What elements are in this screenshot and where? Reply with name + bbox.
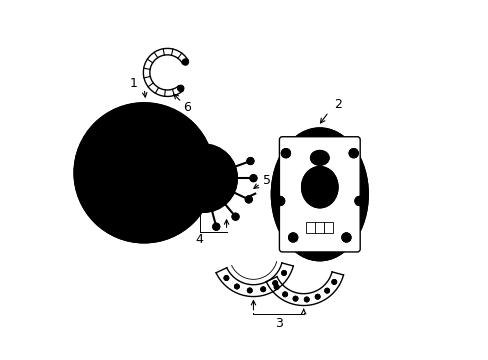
- Text: 5: 5: [263, 174, 270, 186]
- Circle shape: [234, 284, 239, 289]
- Text: 1: 1: [129, 77, 137, 90]
- Circle shape: [314, 294, 320, 299]
- Circle shape: [341, 233, 350, 242]
- Circle shape: [282, 292, 287, 297]
- Ellipse shape: [122, 145, 165, 201]
- Circle shape: [275, 196, 284, 206]
- Text: 3: 3: [274, 317, 282, 330]
- Circle shape: [113, 142, 174, 203]
- FancyBboxPatch shape: [314, 222, 324, 233]
- Circle shape: [249, 175, 257, 182]
- Circle shape: [244, 196, 252, 203]
- Circle shape: [246, 157, 253, 165]
- Circle shape: [169, 144, 237, 212]
- Text: 2: 2: [333, 98, 341, 111]
- Circle shape: [74, 103, 214, 243]
- Circle shape: [354, 196, 364, 206]
- Ellipse shape: [271, 128, 367, 261]
- Circle shape: [292, 296, 297, 301]
- Circle shape: [260, 287, 265, 292]
- Circle shape: [224, 275, 228, 280]
- Circle shape: [210, 196, 218, 204]
- FancyBboxPatch shape: [324, 222, 333, 233]
- Circle shape: [182, 59, 188, 65]
- Text: 6: 6: [183, 101, 191, 114]
- Circle shape: [120, 192, 129, 201]
- Text: 4: 4: [195, 233, 203, 246]
- Circle shape: [212, 223, 220, 230]
- Ellipse shape: [310, 150, 328, 165]
- Circle shape: [159, 161, 168, 170]
- Polygon shape: [143, 48, 188, 96]
- Circle shape: [281, 270, 286, 275]
- Circle shape: [219, 162, 226, 170]
- Ellipse shape: [301, 167, 337, 208]
- Circle shape: [120, 145, 129, 154]
- Circle shape: [288, 233, 297, 242]
- FancyBboxPatch shape: [305, 222, 315, 233]
- Ellipse shape: [188, 158, 218, 198]
- Polygon shape: [216, 263, 293, 297]
- FancyBboxPatch shape: [279, 137, 360, 252]
- Circle shape: [304, 297, 308, 302]
- Circle shape: [274, 284, 279, 289]
- Circle shape: [331, 279, 336, 284]
- Circle shape: [179, 154, 187, 162]
- Circle shape: [247, 288, 252, 293]
- Circle shape: [272, 281, 277, 285]
- Circle shape: [177, 85, 183, 91]
- Circle shape: [281, 149, 290, 158]
- Circle shape: [147, 196, 156, 206]
- Circle shape: [231, 213, 239, 220]
- Polygon shape: [266, 272, 343, 306]
- Circle shape: [348, 149, 358, 158]
- Circle shape: [324, 288, 329, 293]
- Circle shape: [179, 189, 187, 197]
